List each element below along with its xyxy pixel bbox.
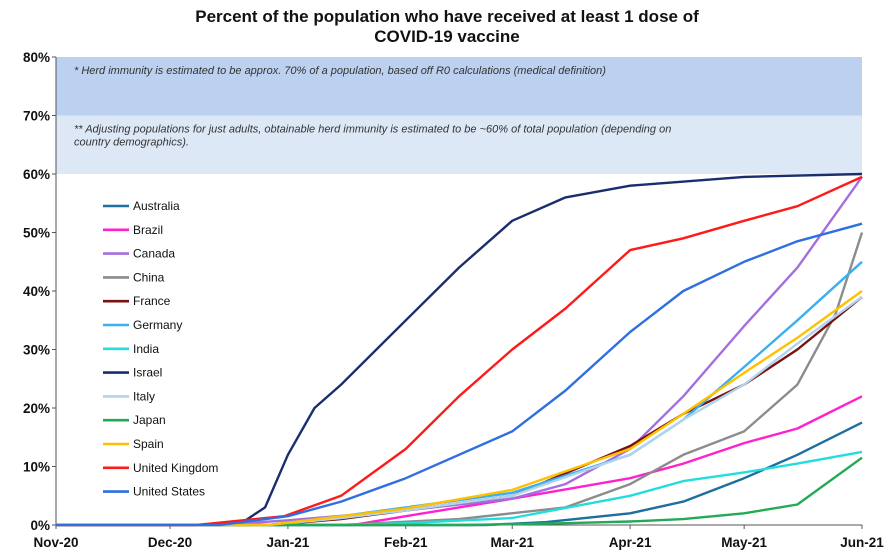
chart-legend: Australia Brazil Canada China France Germany I…: [103, 199, 218, 499]
y-tick-label: 60%: [23, 167, 50, 182]
x-axis-ticks: Nov-20 Dec-20 Jan-21 Feb-21 Mar-21 Apr-21 May-…: [33, 525, 884, 550]
y-tick-label: 20%: [23, 401, 50, 416]
legend-label-canada: Canada: [133, 247, 175, 261]
series-lines: [56, 172, 864, 527]
legend-label-israel: Israel: [133, 366, 162, 380]
band-2: [56, 115, 862, 174]
legend-label-australia: Australia: [133, 199, 180, 213]
legend-label-japan: Japan: [133, 413, 166, 427]
legend-label-italy: Italy: [133, 389, 155, 403]
band-note-2: ** Adjusting populations for just adults…: [74, 124, 671, 149]
x-tick-label: Apr-21: [609, 535, 652, 550]
series-line-united-states: [56, 222, 863, 527]
legend-label-china: China: [133, 270, 165, 284]
series-line-brazil: [56, 395, 863, 527]
series-line-japan: [56, 456, 863, 527]
y-tick-label: 10%: [23, 460, 50, 475]
y-tick-label: 40%: [23, 284, 50, 299]
chart-title-line-1: Percent of the population who have recei…: [195, 7, 699, 26]
y-tick-label: 30%: [23, 343, 50, 358]
x-tick-label: Mar-21: [490, 535, 534, 550]
legend-label-france: France: [133, 294, 171, 308]
band-note-1: * Herd immunity is estimated to be appro…: [74, 65, 606, 77]
series-line-china: [56, 232, 864, 527]
legend-label-germany: Germany: [133, 318, 182, 332]
series-line-israel: [56, 172, 863, 527]
x-tick-label: Feb-21: [384, 535, 428, 550]
y-tick-label: 80%: [23, 50, 50, 65]
x-tick-label: Jun-21: [840, 535, 884, 550]
legend-label-united-states: United States: [133, 485, 205, 499]
y-tick-label: 70%: [23, 109, 50, 124]
x-tick-label: Jan-21: [267, 535, 310, 550]
legend-label-spain: Spain: [133, 437, 164, 451]
band-1: [56, 57, 862, 116]
legend-label-india: India: [133, 342, 159, 356]
herd-immunity-bands: * Herd immunity is estimated to be appro…: [56, 57, 862, 174]
y-tick-label: 0%: [30, 518, 50, 533]
y-axis-ticks: 0% 10% 20% 30% 40% 50% 60% 70% 80%: [23, 50, 56, 533]
series-line-canada: [56, 176, 863, 527]
x-tick-label: May-21: [721, 535, 767, 550]
y-tick-label: 50%: [23, 226, 50, 241]
x-tick-label: Dec-20: [148, 535, 192, 550]
legend-label-united-kingdom: United Kingdom: [133, 461, 218, 475]
chart-title-line-2: COVID-19 vaccine: [374, 27, 520, 46]
series-line-spain: [56, 290, 863, 527]
legend-label-brazil: Brazil: [133, 223, 163, 237]
x-tick-label: Nov-20: [33, 535, 78, 550]
